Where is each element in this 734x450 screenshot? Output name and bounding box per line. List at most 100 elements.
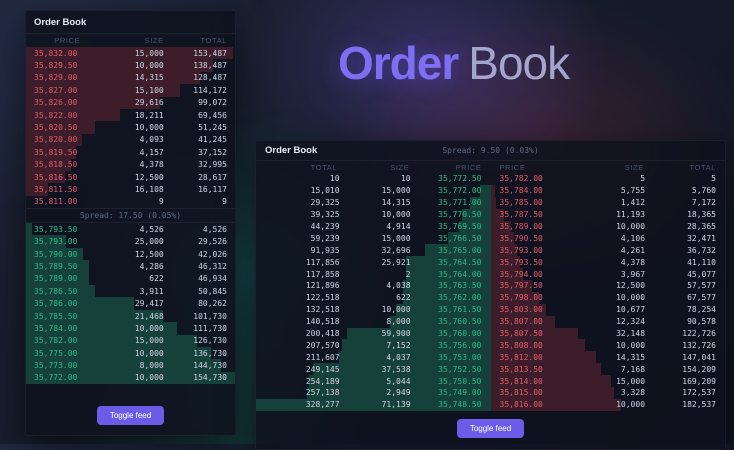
price-cell: 35,807.00 [500, 317, 575, 326]
total-cell: 122,518 [265, 293, 340, 302]
price-cell: 35,772.50 [411, 174, 482, 183]
column-header-row: TOTAL SIZE PRICE PRICE SIZE TOTAL [256, 161, 725, 173]
price-cell: 35,766.50 [411, 234, 482, 243]
price-cell: 35,785.00 [500, 198, 575, 207]
total-cell: 147,041 [645, 353, 716, 362]
total-cell: 57,577 [645, 281, 716, 290]
price-cell: 35,820.00 [34, 135, 100, 144]
price-cell: 35,790.00 [34, 250, 100, 259]
total-cell: 200,418 [265, 329, 340, 338]
price-cell: 35,793.00 [34, 237, 100, 246]
total-cell: 257,138 [265, 388, 340, 397]
size-cell: 10,000 [574, 341, 645, 350]
total-cell: 138,487 [164, 61, 227, 70]
price-cell: 35,764.50 [411, 258, 482, 267]
total-cell: 5,760 [645, 186, 716, 195]
price-cell: 35,772.00 [34, 373, 100, 382]
toggle-feed-button[interactable]: Toggle feed [457, 419, 524, 438]
size-cell: 4,261 [574, 246, 645, 255]
price-cell: 35,762.00 [411, 293, 482, 302]
size-cell: 25,000 [100, 237, 163, 246]
price-cell: 35,808.00 [500, 341, 575, 350]
total-cell: 29,526 [164, 237, 227, 246]
toggle-feed-button[interactable]: Toggle feed [97, 406, 164, 425]
total-cell: 140,518 [265, 317, 340, 326]
price-cell: 35,770.50 [411, 210, 482, 219]
price-cell: 35,816.50 [34, 173, 100, 182]
size-cell: 12,500 [100, 250, 163, 259]
price-cell: 35,807.50 [500, 329, 575, 338]
hero-title-book: Book [468, 37, 569, 89]
price-cell: 35,784.00 [500, 186, 575, 195]
